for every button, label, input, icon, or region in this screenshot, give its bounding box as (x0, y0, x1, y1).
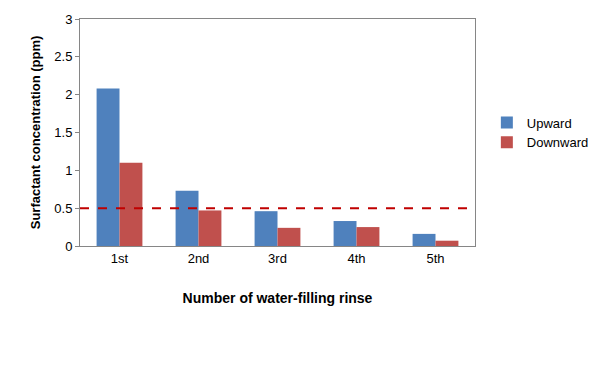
svg-text:3: 3 (65, 12, 72, 27)
svg-text:2.5: 2.5 (54, 49, 72, 64)
svg-text:0: 0 (65, 239, 72, 254)
svg-text:4th: 4th (347, 251, 365, 266)
svg-text:Downward: Downward (527, 135, 588, 150)
svg-text:Surfactant concentration (ppm): Surfactant concentration (ppm) (28, 36, 43, 230)
svg-text:Number of water-filling rinse: Number of water-filling rinse (183, 290, 373, 306)
svg-text:2nd: 2nd (188, 251, 210, 266)
svg-text:1.5: 1.5 (54, 125, 72, 140)
svg-text:1: 1 (65, 163, 72, 178)
svg-text:Upward: Upward (527, 116, 572, 131)
svg-text:0.5: 0.5 (54, 201, 72, 216)
svg-text:1st: 1st (111, 251, 129, 266)
svg-text:5th: 5th (426, 251, 444, 266)
svg-text:2: 2 (65, 87, 72, 102)
svg-text:3rd: 3rd (268, 251, 287, 266)
